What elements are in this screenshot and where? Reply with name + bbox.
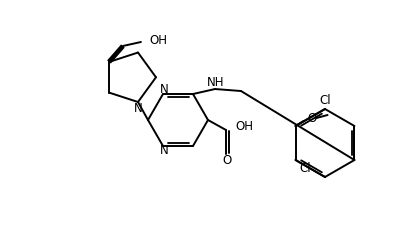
- Text: N: N: [134, 103, 143, 115]
- Text: O: O: [222, 154, 232, 167]
- Text: OH: OH: [235, 120, 253, 134]
- Text: Cl: Cl: [319, 94, 331, 106]
- Text: NH: NH: [207, 75, 225, 89]
- Text: N: N: [160, 144, 168, 158]
- Text: O: O: [307, 113, 316, 125]
- Text: Cl: Cl: [300, 162, 311, 174]
- Text: N: N: [160, 83, 168, 95]
- Text: OH: OH: [149, 35, 167, 48]
